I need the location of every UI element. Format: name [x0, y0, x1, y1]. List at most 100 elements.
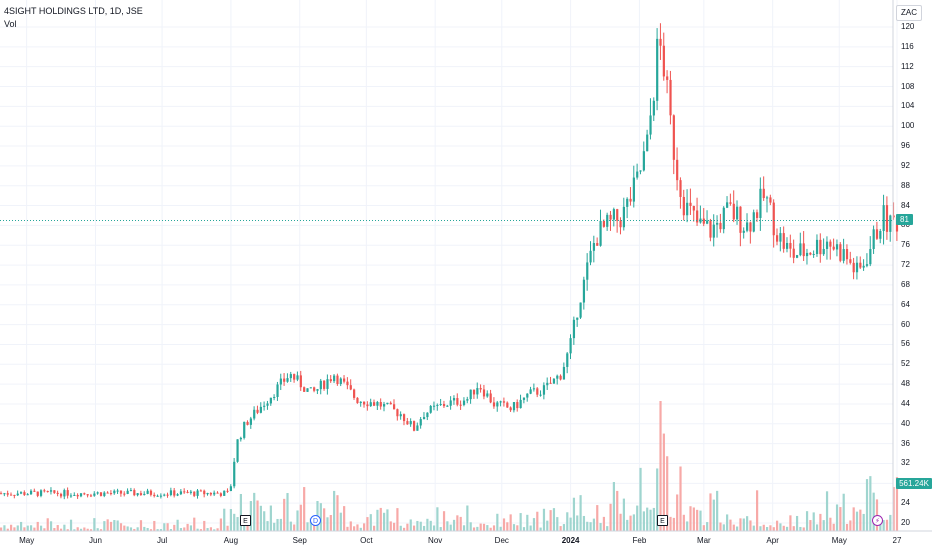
volume-bar — [429, 520, 432, 531]
candle-body — [549, 382, 552, 384]
volume-bar — [489, 527, 492, 531]
price-tick-label: 112 — [901, 61, 914, 71]
volume-bar — [482, 523, 486, 531]
volume-bar — [662, 433, 665, 531]
candle-body — [852, 262, 855, 273]
candle-body — [656, 38, 659, 101]
earnings-icon[interactable]: E — [240, 515, 251, 526]
candle-body — [186, 491, 189, 493]
volume-bar — [319, 503, 322, 531]
price-tick-label: 120 — [901, 22, 915, 31]
volume-bar — [496, 513, 499, 531]
volume-bar — [646, 507, 649, 531]
candle-body — [369, 402, 372, 407]
volume-bar — [472, 527, 476, 531]
candle-body — [612, 209, 616, 220]
volume-bar — [509, 514, 512, 531]
candle-body — [283, 378, 286, 382]
volume-bar — [313, 523, 316, 531]
candle-body — [532, 388, 536, 390]
volume-bar — [86, 528, 89, 531]
candle-body — [489, 393, 492, 403]
volume-bar — [622, 498, 625, 531]
candle-body — [819, 239, 822, 255]
currency-button[interactable]: ZAC — [896, 5, 922, 21]
candle-body — [646, 134, 649, 152]
volume-legend[interactable]: Vol — [4, 19, 17, 29]
volume-bar — [343, 506, 346, 531]
time-tick-label: Aug — [223, 536, 239, 545]
candle-body — [752, 212, 755, 232]
candle-body — [775, 235, 779, 242]
price-tick-label: 72 — [901, 260, 910, 270]
candle-body — [609, 214, 612, 220]
volume-bar — [259, 505, 262, 531]
time-tick-label: Nov — [428, 536, 443, 545]
candle-body — [729, 202, 732, 204]
candle-body — [363, 401, 366, 405]
candle-body — [236, 439, 239, 462]
price-tick-label: 20 — [901, 518, 910, 527]
volume-bar — [506, 522, 509, 531]
volume-bar — [346, 526, 349, 531]
volume-bar — [66, 529, 69, 531]
candle-body — [599, 220, 602, 246]
volume-bar — [862, 513, 865, 531]
candle-body — [123, 493, 126, 495]
candle-body — [882, 205, 885, 231]
volume-bar — [562, 524, 566, 531]
volume-bar — [229, 509, 233, 531]
candle-body — [636, 171, 639, 178]
volume-bar — [419, 521, 422, 531]
volume-bar — [462, 525, 466, 531]
dividend-icon[interactable]: D — [310, 515, 321, 526]
volume-bar — [236, 517, 239, 531]
candle-body — [502, 401, 506, 403]
volume-bar — [706, 522, 709, 531]
volume-bar — [133, 528, 136, 531]
volume-bar — [802, 527, 805, 531]
volume-bar — [179, 528, 183, 531]
volume-bar — [289, 521, 292, 531]
volume-bar — [756, 490, 759, 531]
volume-bar — [582, 515, 586, 531]
candle-body — [159, 495, 163, 497]
candle-body — [239, 437, 242, 440]
volume-bar — [116, 520, 119, 531]
earnings-icon[interactable]: E — [657, 515, 668, 526]
candle-body — [39, 490, 43, 496]
candle-body — [746, 222, 749, 231]
volume-bar — [819, 513, 822, 531]
volume-bar — [576, 515, 579, 531]
last-volume-badge: 561.24K — [896, 478, 932, 489]
candle-body — [855, 262, 859, 273]
candle-body — [486, 393, 489, 397]
volume-bar — [616, 490, 619, 531]
time-tick-label: May — [19, 536, 35, 545]
volume-bar — [769, 525, 772, 531]
candle-body — [289, 374, 292, 379]
volume-bar — [749, 520, 752, 531]
volume-bar — [203, 520, 206, 531]
volume-bar — [129, 527, 133, 531]
volume-bar — [363, 523, 366, 531]
volume-bar — [676, 494, 679, 531]
volume-bar — [273, 522, 276, 531]
volume-bar — [176, 519, 179, 531]
candle-body — [879, 230, 882, 239]
volume-bar — [512, 524, 516, 531]
volume-bar — [29, 525, 33, 531]
volume-bar — [652, 507, 655, 531]
volume-bar — [746, 516, 749, 531]
volume-bar — [892, 487, 895, 531]
candle-body — [389, 402, 392, 405]
symbol-title[interactable]: 4SIGHT HOLDINGS LTD, 1D, JSE — [4, 6, 143, 16]
volume-bar — [682, 514, 685, 531]
candle-body — [23, 492, 26, 495]
split-icon[interactable]: ⚡ — [872, 515, 883, 526]
candle-body — [223, 490, 226, 496]
candle-body — [189, 491, 193, 493]
volume-bar — [19, 521, 23, 531]
volume-bar — [782, 525, 785, 531]
